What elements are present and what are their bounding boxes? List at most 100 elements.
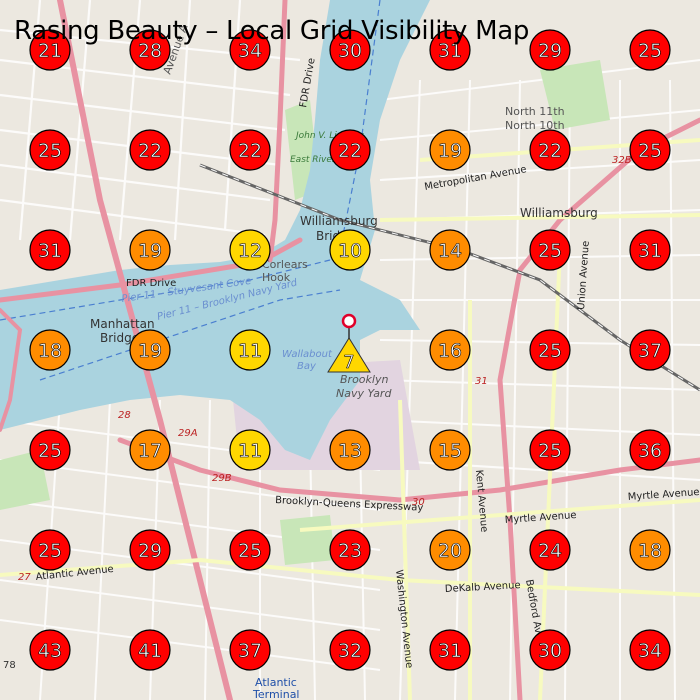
- grid-cell-r6-c1[interactable]: 41: [129, 629, 171, 671]
- grid-cell-r6-c5[interactable]: 30: [529, 629, 571, 671]
- grid-cell-r0-c1[interactable]: 28: [129, 29, 171, 71]
- grid-marker-circle: [329, 529, 371, 571]
- grid-cell-r5-c6[interactable]: 18: [629, 529, 671, 571]
- observer-marker[interactable]: 7: [327, 313, 371, 373]
- grid-marker-value: 12: [238, 240, 262, 262]
- grid-cell-r1-c3[interactable]: 22: [329, 129, 371, 171]
- grid-cell-r1-c6[interactable]: 25: [629, 129, 671, 171]
- label-dekalb-ave: DeKalb Avenue: [445, 580, 521, 595]
- grid-cell-r3-c1[interactable]: 19: [129, 329, 171, 371]
- label-navy-yard-2: Navy Yard: [336, 387, 392, 400]
- grid-cell-r6-c0[interactable]: 43: [29, 629, 71, 671]
- grid-marker-circle: [429, 629, 471, 671]
- grid-cell-r3-c5[interactable]: 25: [529, 329, 571, 371]
- grid-cell-r0-c6[interactable]: 25: [629, 29, 671, 71]
- grid-marker-value: 34: [638, 640, 662, 662]
- grid-cell-r1-c2[interactable]: 22: [229, 129, 271, 171]
- grid-marker-circle: [329, 429, 371, 471]
- grid-marker-value: 34: [238, 40, 262, 62]
- grid-marker-value: 30: [538, 640, 562, 662]
- grid-cell-r1-c5[interactable]: 22: [529, 129, 571, 171]
- grid-cell-r2-c4[interactable]: 14: [429, 229, 471, 271]
- grid-cell-r3-c0[interactable]: 18: [29, 329, 71, 371]
- label-atlantic-terminal-2: Terminal: [252, 688, 300, 700]
- grid-cell-r6-c4[interactable]: 31: [429, 629, 471, 671]
- grid-cell-r0-c0[interactable]: 21: [29, 29, 71, 71]
- grid-marker-circle: [129, 229, 171, 271]
- grid-marker-value: 22: [538, 140, 562, 162]
- label-route-28: 28: [118, 410, 131, 421]
- label-east-river-park: East River Park: [290, 155, 359, 165]
- label-wallabout-2: Bay: [297, 361, 317, 372]
- grid-cell-r6-c2[interactable]: 37: [229, 629, 271, 671]
- grid-cell-r1-c4[interactable]: 19: [429, 129, 471, 171]
- east-river: [0, 0, 430, 460]
- grid-cell-r5-c5[interactable]: 24: [529, 529, 571, 571]
- label-route-29a: 29A: [178, 428, 198, 439]
- grid-cell-r5-c4[interactable]: 20: [429, 529, 471, 571]
- grid-cell-r2-c0[interactable]: 31: [29, 229, 71, 271]
- grid-cell-r2-c1[interactable]: 19: [129, 229, 171, 271]
- grid-cell-r5-c2[interactable]: 25: [229, 529, 271, 571]
- grid-marker-value: 21: [38, 40, 62, 62]
- label-route-27: 27: [18, 572, 31, 583]
- grid-marker-value: 31: [638, 240, 662, 262]
- grid-marker-value: 24: [538, 540, 562, 562]
- grid-cell-r2-c6[interactable]: 31: [629, 229, 671, 271]
- label-corlears-2: Hook: [262, 271, 291, 284]
- grid-marker-value: 37: [638, 340, 662, 362]
- grid-cell-r4-c2[interactable]: 11: [229, 429, 271, 471]
- grid-cell-r6-c3[interactable]: 32: [329, 629, 371, 671]
- grid-marker-value: 25: [38, 540, 62, 562]
- grid-marker-circle: [229, 629, 271, 671]
- map-title: Rasing Beauty – Local Grid Visibility Ma…: [14, 16, 530, 46]
- grid-marker-value: 20: [438, 540, 462, 562]
- grid-cell-r4-c1[interactable]: 17: [129, 429, 171, 471]
- grid-cell-r4-c3[interactable]: 13: [329, 429, 371, 471]
- label-union-ave: Union Avenue: [576, 240, 592, 310]
- grid-cell-r1-c0[interactable]: 25: [29, 129, 71, 171]
- label-route-30: 30: [412, 497, 425, 508]
- grid-cell-r4-c5[interactable]: 25: [529, 429, 571, 471]
- grid-marker-value: 19: [438, 140, 462, 162]
- grid-marker-value: 10: [338, 240, 362, 262]
- grid-marker-value: 22: [338, 140, 362, 162]
- grid-cell-r4-c4[interactable]: 15: [429, 429, 471, 471]
- grid-cell-r1-c1[interactable]: 22: [129, 129, 171, 171]
- grid-cell-r5-c0[interactable]: 25: [29, 529, 71, 571]
- grid-marker-value: 29: [138, 540, 162, 562]
- grid-marker-circle: [329, 229, 371, 271]
- label-myrtle-ave: Myrtle Avenue: [504, 510, 576, 526]
- label-fdr-drive: FDR Drive: [126, 278, 176, 289]
- grid-cell-r4-c0[interactable]: 25: [29, 429, 71, 471]
- grid-marker-circle: [129, 429, 171, 471]
- label-myrtle-ave-2: Myrtle Avenue: [627, 487, 699, 503]
- grid-marker-value: 29: [538, 40, 562, 62]
- label-route-29b: 29B: [212, 473, 232, 484]
- grid-cell-r5-c3[interactable]: 23: [329, 529, 371, 571]
- label-atlantic-terminal: Atlantic: [255, 676, 297, 689]
- grid-cell-r2-c3[interactable]: 10: [329, 229, 371, 271]
- grid-cell-r2-c2[interactable]: 12: [229, 229, 271, 271]
- grid-cell-r5-c1[interactable]: 29: [129, 529, 171, 571]
- grid-marker-value: 16: [438, 340, 462, 362]
- grid-cell-r2-c5[interactable]: 25: [529, 229, 571, 271]
- location-pin-icon: [341, 313, 357, 329]
- grid-cell-r0-c4[interactable]: 31: [429, 29, 471, 71]
- grid-cell-r0-c2[interactable]: 34: [229, 29, 271, 71]
- grid-cell-r0-c3[interactable]: 30: [329, 29, 371, 71]
- label-route-32b: 32B: [612, 155, 632, 166]
- grid-cell-r6-c6[interactable]: 34: [629, 629, 671, 671]
- label-williamsburg: Williamsburg: [520, 206, 598, 220]
- grid-cell-r3-c6[interactable]: 37: [629, 329, 671, 371]
- grid-marker-circle: [629, 629, 671, 671]
- grid-cell-r3-c4[interactable]: 16: [429, 329, 471, 371]
- grid-marker-circle: [329, 129, 371, 171]
- grid-marker-circle: [529, 29, 571, 71]
- label-route-78: 78: [3, 660, 16, 671]
- grid-cell-r3-c2[interactable]: 11: [229, 329, 271, 371]
- grid-marker-circle: [229, 429, 271, 471]
- grid-cell-r0-c5[interactable]: 29: [529, 29, 571, 71]
- grid-cell-r4-c6[interactable]: 36: [629, 429, 671, 471]
